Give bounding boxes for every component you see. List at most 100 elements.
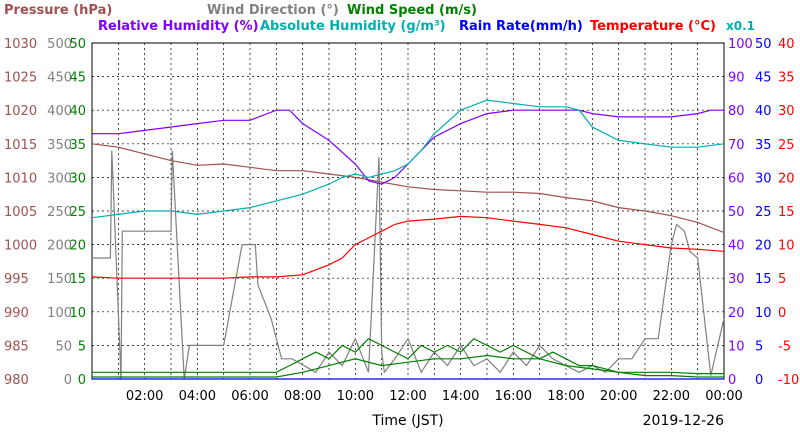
legend-item: Pressure (hPa)	[4, 3, 112, 18]
y-tick-label-wind-speed: 25	[69, 205, 86, 220]
y-tick-label-wind-speed: 50	[69, 37, 86, 52]
series-line	[92, 354, 724, 378]
x-tick-label: 02:00	[126, 389, 163, 404]
y-tick-label-humidity: 80	[728, 104, 745, 119]
y-tick-label-pressure: 1030	[4, 37, 37, 52]
y-tick-label-rain-rate: 25	[755, 205, 772, 220]
series-line	[92, 337, 724, 375]
x-tick-label: 00:00	[705, 389, 742, 404]
y-tick-label-rain-rate: 35	[755, 138, 772, 153]
y-tick-label-temperature: 35	[778, 71, 795, 86]
legend-item: Absolute Humidity (g/m³)	[260, 19, 446, 34]
abs-humidity-scale-note: x0.1	[726, 19, 755, 33]
y-tick-label-wind-direction: 150	[47, 272, 72, 287]
x-tick-label: 14:00	[442, 389, 479, 404]
y-tick-label-temperature: 20	[778, 171, 795, 186]
y-tick-label-pressure: 1020	[4, 104, 37, 119]
y-tick-label-wind-direction: 450	[47, 71, 72, 86]
date-label: 2019-12-26	[643, 413, 724, 429]
y-tick-label-pressure: 985	[4, 339, 29, 354]
y-tick-label-wind-speed: 40	[69, 104, 86, 119]
x-axis: 02:00 04:00 06:00 08:00 10:00 12:00 14:00 16:00…	[126, 389, 743, 404]
y-tick-label-humidity: 40	[728, 239, 745, 254]
y-tick-label-wind-speed: 35	[69, 138, 86, 153]
y-tick-label-humidity: 100	[728, 37, 753, 52]
y-tick-label-temperature: 0	[778, 306, 786, 321]
y-tick-label-pressure: 1005	[4, 205, 37, 220]
y-tick-label-pressure: 1025	[4, 71, 37, 86]
y-tick-label-temperature: 30	[778, 104, 795, 119]
y-tick-label-wind-direction: 400	[47, 104, 72, 119]
y-tick-label-wind-speed: 5	[78, 339, 86, 354]
plot-area	[91, 99, 725, 380]
y-tick-label-wind-speed: 45	[69, 71, 86, 86]
y-tick-label-wind-direction: 350	[47, 138, 72, 153]
x-tick-label: 06:00	[231, 389, 268, 404]
y-tick-label-temperature: 25	[778, 138, 795, 153]
y-tick-label-temperature: 10	[778, 239, 795, 254]
grid	[91, 42, 725, 380]
y-tick-label-pressure: 995	[4, 272, 29, 287]
y-tick-label-rain-rate: 5	[755, 339, 763, 354]
y-tick-label-wind-speed: 20	[69, 239, 86, 254]
y-tick-label-humidity: 0	[728, 373, 736, 388]
y-tick-label-humidity: 10	[728, 339, 745, 354]
y-tick-label-humidity: 50	[728, 205, 745, 220]
x-tick-label: 20:00	[600, 389, 637, 404]
y-tick-label-temperature: 15	[778, 205, 795, 220]
x-tick-label: 22:00	[653, 389, 690, 404]
y-tick-label-wind-direction: 300	[47, 171, 72, 186]
y-tick-label-pressure: 1000	[4, 239, 37, 254]
x-tick-label: 04:00	[179, 389, 216, 404]
x-tick-label: 10:00	[337, 389, 374, 404]
y-tick-label-temperature: -10	[778, 373, 799, 388]
y-tick-label-wind-speed: 0	[78, 373, 86, 388]
y-tick-label-wind-direction: 100	[47, 306, 72, 321]
y-tick-label-pressure: 990	[4, 306, 29, 321]
y-axes: 9809859909951000100510101015102010251030…	[4, 37, 799, 388]
x-tick-label: 18:00	[547, 389, 584, 404]
y-tick-label-rain-rate: 40	[755, 104, 772, 119]
y-tick-label-wind-speed: 10	[69, 306, 86, 321]
legend: Pressure (hPa) Wind Direction (°) Wind Spe…	[4, 3, 716, 34]
y-tick-label-temperature: -5	[778, 339, 791, 354]
y-tick-label-pressure: 980	[4, 373, 29, 388]
legend-item: Relative Humidity (%)	[98, 19, 259, 34]
y-tick-label-humidity: 70	[728, 138, 745, 153]
y-tick-label-humidity: 60	[728, 171, 745, 186]
series-line	[91, 143, 725, 234]
y-tick-label-rain-rate: 30	[755, 171, 772, 186]
series-line	[91, 99, 725, 219]
x-tick-label: 16:00	[495, 389, 532, 404]
y-tick-label-temperature: 5	[778, 272, 786, 287]
x-tick-label: 12:00	[389, 389, 426, 404]
y-tick-label-humidity: 20	[728, 306, 745, 321]
y-tick-label-pressure: 1015	[4, 138, 37, 153]
x-axis-label: Time (JST)	[371, 413, 443, 429]
series-line	[91, 215, 725, 279]
y-tick-label-rain-rate: 50	[755, 37, 772, 52]
y-tick-label-temperature: 40	[778, 37, 795, 52]
y-tick-label-humidity: 30	[728, 272, 745, 287]
y-tick-label-rain-rate: 20	[755, 239, 772, 254]
y-tick-label-wind-direction: 500	[47, 37, 72, 52]
y-tick-label-wind-speed: 15	[69, 272, 86, 287]
y-tick-label-wind-direction: 0	[64, 373, 72, 388]
y-tick-label-pressure: 1010	[4, 171, 37, 186]
x-tick-label: 08:00	[284, 389, 321, 404]
legend-item: Rain Rate(mm/h)	[459, 19, 583, 34]
y-tick-label-rain-rate: 10	[755, 306, 772, 321]
y-tick-label-rain-rate: 0	[755, 373, 763, 388]
y-tick-label-wind-direction: 200	[47, 239, 72, 254]
legend-item: Temperature (°C)	[590, 19, 716, 34]
y-tick-label-wind-speed: 30	[69, 171, 86, 186]
series-line	[92, 150, 725, 380]
y-tick-label-rain-rate: 45	[755, 71, 772, 86]
legend-item: Wind Speed (m/s)	[347, 3, 477, 18]
y-tick-label-wind-direction: 250	[47, 205, 72, 220]
y-tick-label-wind-direction: 50	[55, 339, 72, 354]
y-tick-label-humidity: 90	[728, 71, 745, 86]
y-tick-label-rain-rate: 15	[755, 272, 772, 287]
legend-item: Wind Direction (°)	[207, 3, 339, 18]
